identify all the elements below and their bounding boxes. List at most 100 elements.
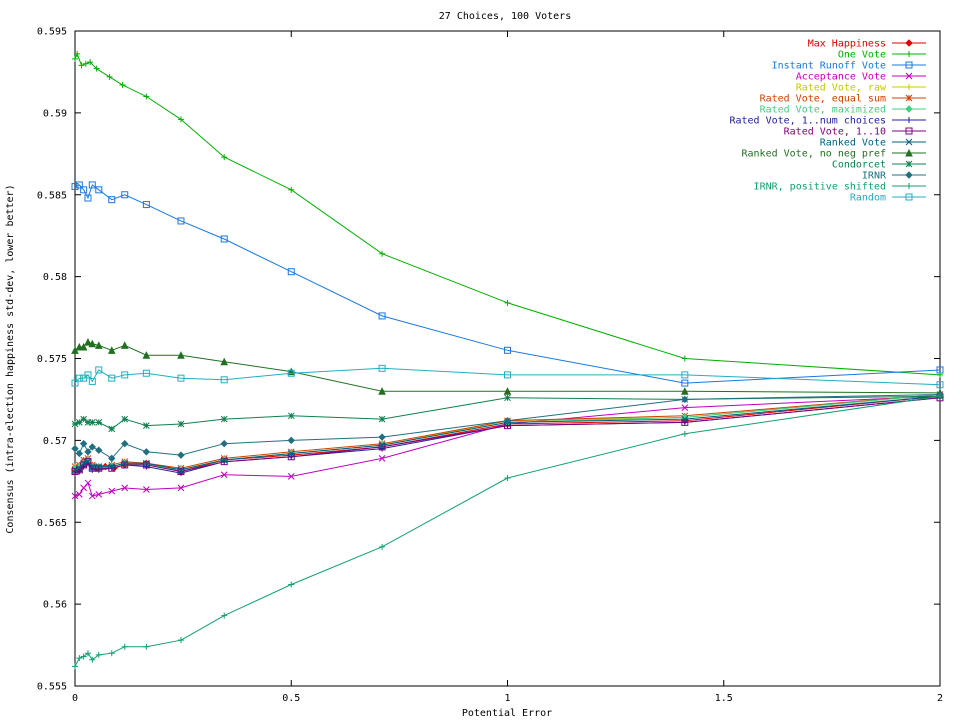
data-point: [143, 93, 150, 100]
series-acceptance-vote: [71, 392, 944, 500]
data-point: [76, 655, 83, 662]
data-point: [504, 346, 511, 354]
series-ranked-vote: [71, 392, 944, 474]
data-point: [287, 450, 295, 457]
data-point: [95, 186, 103, 194]
series-line: [74, 394, 941, 460]
data-point: [177, 420, 185, 428]
data-point: [75, 181, 83, 189]
data-point: [142, 369, 150, 377]
legend-label: Ranked Vote: [820, 138, 886, 149]
data-point: [121, 371, 129, 379]
data-point: [121, 643, 128, 650]
data-point: [220, 439, 228, 448]
data-point: [95, 491, 103, 498]
data-point: [221, 612, 228, 619]
data-point: [681, 415, 689, 423]
data-point: [95, 366, 103, 374]
data-point: [378, 312, 386, 320]
series-rated-vote-raw: [72, 391, 943, 473]
data-point: [80, 653, 87, 660]
data-point: [71, 466, 79, 474]
data-point: [71, 444, 79, 453]
data-point: [108, 425, 116, 433]
data-point: [142, 461, 150, 469]
data-point: [177, 466, 185, 474]
data-point: [681, 387, 689, 395]
legend-label: IRNR, positive shifted: [754, 182, 886, 193]
data-point: [87, 59, 94, 66]
data-point: [95, 464, 103, 472]
data-point: [84, 479, 92, 487]
data-point: [379, 543, 386, 550]
data-point: [504, 475, 511, 482]
data-point: [177, 451, 185, 459]
series-line: [74, 395, 941, 667]
data-point: [88, 492, 96, 500]
legend-label: Random: [850, 193, 886, 204]
data-point: [84, 338, 92, 346]
y-tick-label: 0.57: [43, 436, 67, 447]
data-point: [177, 467, 185, 475]
data-point: [177, 351, 185, 359]
data-point: [80, 459, 88, 467]
data-point: [936, 366, 944, 374]
y-tick-label: 0.575: [37, 354, 67, 365]
legend-label: Instant Runoff Vote: [772, 61, 886, 72]
data-point: [88, 377, 96, 385]
data-point: [88, 419, 96, 426]
data-point: [95, 651, 102, 658]
legend-marker: [905, 94, 913, 102]
data-point: [504, 394, 511, 402]
data-point: [80, 186, 88, 194]
plot-axes: 0.555 0.56 0.565 0.57 0.575 0.58 0.585 0.59 0.59…: [37, 27, 943, 705]
legend-marker: [905, 61, 913, 69]
data-point: [108, 650, 115, 657]
data-point: [143, 459, 150, 467]
legend-label: Ranked Vote, no neg pref: [742, 149, 887, 160]
legend-marker: [905, 105, 913, 113]
data-point: [142, 201, 150, 209]
series-layer: [71, 50, 944, 670]
data-point: [378, 387, 386, 395]
legend-label: Rated Vote, 1..num choices: [729, 116, 886, 127]
data-point: [106, 73, 113, 80]
data-point: [95, 446, 103, 454]
data-point: [108, 464, 116, 472]
chart-title: 27 Choices, 100 Voters: [439, 11, 571, 22]
series-line: [74, 394, 941, 471]
y-tick-label: 0.59: [43, 108, 67, 119]
legend-label: Rated Vote, 1..10: [784, 127, 886, 138]
data-point: [121, 415, 129, 423]
data-point: [288, 581, 295, 588]
legend-marker: [905, 148, 913, 157]
data-point: [75, 449, 84, 458]
data-point: [72, 55, 78, 62]
legend-label: Condorcet: [832, 160, 886, 171]
data-point: [177, 116, 184, 123]
series-line: [74, 184, 941, 384]
data-point: [120, 341, 129, 349]
data-point: [88, 339, 97, 348]
x-tick-label: 0.5: [282, 693, 300, 704]
data-point: [287, 473, 295, 480]
data-point: [287, 412, 295, 420]
data-point: [88, 443, 97, 451]
legend-label: One Vote: [838, 50, 886, 61]
data-point: [681, 355, 688, 362]
data-point: [71, 420, 79, 428]
data-point: [681, 430, 688, 437]
data-point: [75, 374, 83, 382]
series-instant-runoff-vote: [71, 181, 944, 387]
data-point: [108, 374, 116, 382]
series-rated-vote-equal-sum: [71, 391, 944, 472]
series-irnr-positive-shifted: [72, 393, 943, 670]
series-line: [74, 52, 941, 376]
data-point: [75, 342, 84, 351]
legend-label: Rated Vote, raw: [796, 83, 887, 94]
data-point: [378, 433, 386, 441]
data-point: [221, 154, 228, 161]
data-point: [287, 369, 295, 377]
